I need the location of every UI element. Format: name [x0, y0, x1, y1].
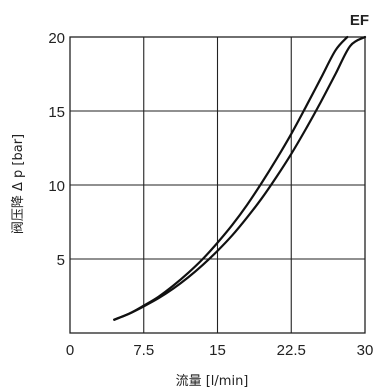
series-layer — [113, 35, 367, 321]
grid-layer — [69, 36, 366, 334]
y-tick-label: 5 — [57, 252, 65, 269]
x-axis-label: 流量 [l/min] — [176, 374, 249, 389]
series-line-1 — [113, 35, 349, 321]
tick-labels: 0 7.5 15 22.5 30 5 10 15 20 — [48, 30, 373, 359]
y-tick-label: 10 — [48, 178, 65, 195]
x-tick-label: 22.5 — [277, 342, 306, 359]
series-line-2 — [113, 35, 367, 321]
chart-title: EF — [350, 12, 369, 29]
y-tick-label: 20 — [48, 30, 65, 47]
x-tick-label: 15 — [209, 342, 226, 359]
x-tick-label: 0 — [66, 342, 74, 359]
y-tick-label: 15 — [48, 104, 65, 121]
x-tick-label: 30 — [357, 342, 374, 359]
y-axis-label: 阀压降 Δ p [bar] — [11, 134, 26, 234]
x-tick-label: 7.5 — [133, 342, 154, 359]
